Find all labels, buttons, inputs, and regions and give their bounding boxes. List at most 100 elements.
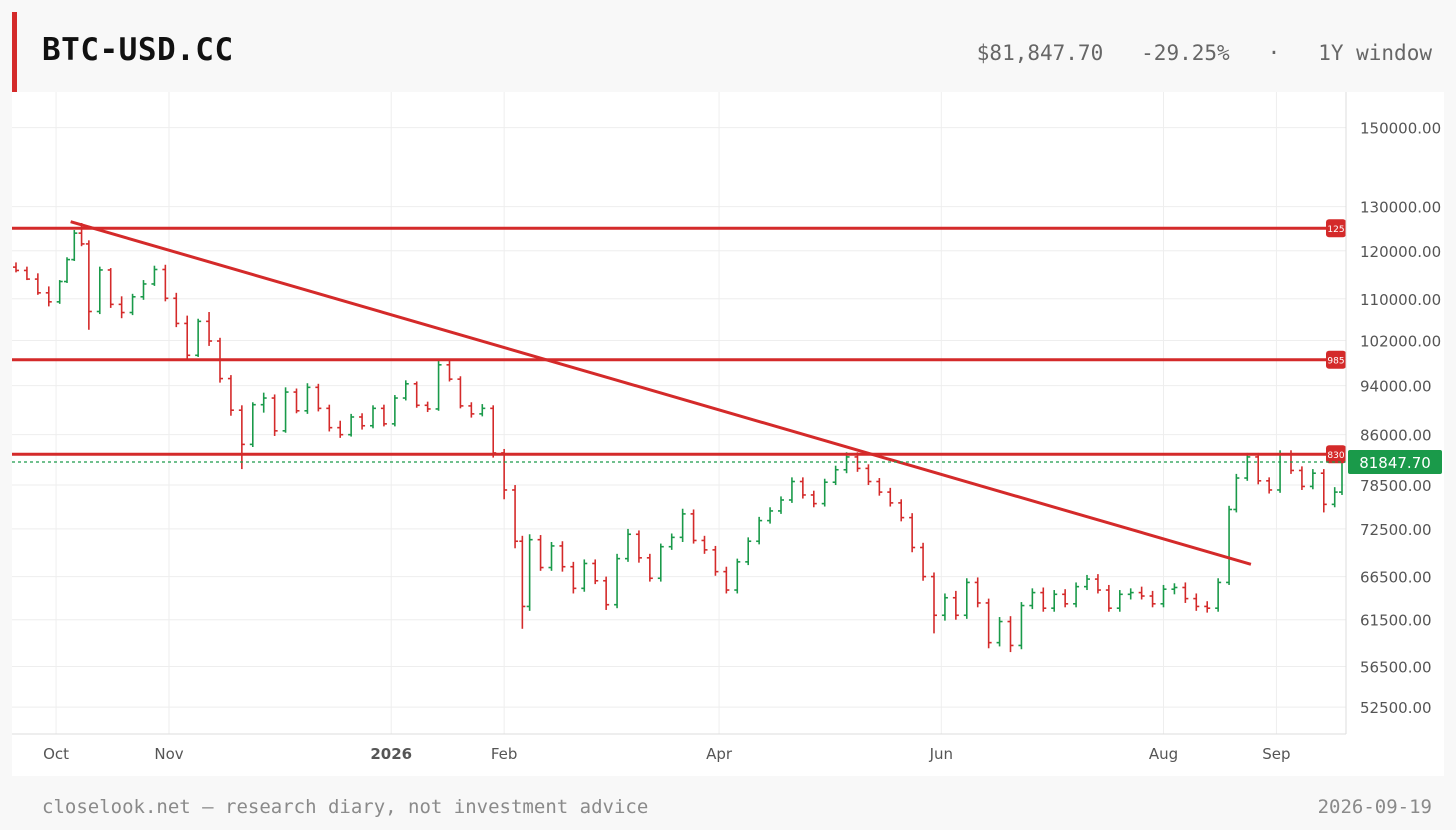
ohlc-bar (734, 558, 741, 594)
y-tick-label: 66500.00 (1360, 569, 1432, 587)
last-price: $81,847.70 (976, 41, 1104, 65)
ohlc-bar (96, 266, 103, 315)
x-tick-label: Feb (491, 745, 518, 763)
ohlc-bar (625, 528, 631, 562)
ohlc-bar (1073, 582, 1080, 608)
ohlc-bar (370, 405, 376, 429)
ohlc-bar (526, 534, 533, 611)
y-tick-label: 61500.00 (1360, 612, 1432, 630)
ohlc-bar (679, 508, 686, 543)
x-tick-label: Jun (929, 745, 953, 763)
ohlc-bar (1320, 469, 1327, 513)
horizontal-levels: 125 985 830 (12, 219, 1346, 464)
ohlc-bar (1029, 588, 1036, 610)
ohlc-bar (963, 578, 970, 619)
ohlc-bar (1062, 589, 1069, 608)
x-tick-label: Sep (1262, 745, 1290, 763)
ohlc-bar (206, 312, 213, 346)
ohlc-bar (1084, 574, 1090, 591)
ohlc-bar (799, 477, 806, 499)
ohlc-bar (1127, 588, 1134, 600)
x-tick-label: Aug (1149, 745, 1178, 763)
ohlc-bar (446, 360, 453, 382)
ohlc-bar (424, 401, 431, 413)
grid-lines (12, 92, 1346, 734)
ohlc-bar (767, 507, 774, 524)
ohlc-bar (1051, 590, 1058, 612)
ohlc-bar (941, 593, 948, 621)
ohlc-bar (1309, 469, 1316, 490)
ohlc-bar (227, 375, 234, 416)
ohlc-bar (238, 405, 245, 470)
ohlc-chart[interactable]: 125 985 830 150000.00 130000.00 120000.00 110… (12, 92, 1444, 776)
ohlc-bar (1138, 586, 1145, 600)
footer-date: 2026-09-19 (1317, 796, 1432, 818)
ohlc-bar (413, 381, 420, 408)
ohlc-bar (974, 577, 981, 608)
ohlc-bar (348, 413, 355, 437)
ohlc-bar (920, 542, 927, 581)
ohlc-bar (756, 516, 763, 545)
level-label: 125 (1327, 225, 1344, 235)
ohlc-bar (64, 257, 70, 283)
level-tag (1326, 445, 1346, 464)
ohlc-bar (337, 420, 344, 438)
ohlc-bar (614, 553, 621, 609)
ohlc-bar (810, 490, 817, 508)
level-tag (1326, 219, 1346, 238)
summary-separator: · (1267, 41, 1281, 65)
ohlc-bar (293, 388, 300, 414)
x-tick-label: 2026 (370, 745, 412, 763)
ohlc-bar (570, 561, 577, 594)
ohlc-bar (1339, 458, 1345, 495)
y-tick-label: 72500.00 (1360, 521, 1432, 539)
price-change: -29.25% (1141, 41, 1230, 65)
ohlc-bar (690, 509, 697, 544)
ohlc-bar (646, 553, 653, 582)
ohlc-bar (723, 566, 730, 594)
ohlc-bar (391, 395, 398, 427)
ohlc-bar (712, 545, 719, 576)
ohlc-bar (1277, 450, 1284, 493)
ohlc-bar (876, 478, 883, 496)
y-tick-label: 86000.00 (1360, 427, 1432, 445)
ohlc-bar (490, 405, 497, 458)
ohlc-bar (468, 402, 475, 418)
ohlc-bar (603, 576, 610, 610)
y-tick-label: 150000.00 (1360, 120, 1441, 138)
ohlc-bar (71, 230, 78, 261)
ohlc-bar (745, 537, 752, 566)
y-tick-label: 102000.00 (1360, 332, 1441, 350)
y-tick-label: 56500.00 (1360, 659, 1432, 677)
ohlc-bar (1040, 587, 1047, 612)
ohlc-bar (1094, 574, 1101, 594)
ohlc-bar (118, 296, 125, 319)
y-tick-label: 120000.00 (1360, 243, 1441, 261)
ohlc-bar (821, 478, 828, 507)
last-price-tag (1348, 449, 1442, 474)
chart-panel[interactable]: 125 985 830 150000.00 130000.00 120000.00 110… (12, 92, 1444, 776)
ohlc-bar (592, 559, 599, 585)
ohlc-bar (519, 535, 526, 629)
ohlc-bar (402, 380, 409, 401)
ohlc-bar (985, 598, 992, 649)
ohlc-bars (13, 222, 1345, 653)
ohlc-bar (435, 360, 442, 411)
trendline-layer (12, 220, 1346, 566)
y-tick-label: 110000.00 (1360, 291, 1441, 309)
ohlc-bar (184, 315, 191, 359)
x-tick-label: Apr (706, 745, 733, 763)
ohlc-bar (151, 265, 158, 286)
y-tick-label: 130000.00 (1360, 199, 1441, 217)
ohlc-bar (1266, 477, 1273, 494)
ohlc-bar (1255, 452, 1262, 485)
ohlc-bar (996, 617, 1003, 647)
ticker-symbol: BTC-USD.CC (42, 32, 234, 68)
ohlc-bar (359, 413, 366, 430)
price-summary: $81,847.70 -29.25% · 1Y window (977, 41, 1432, 65)
ohlc-bar (1204, 601, 1211, 613)
ohlc-bar (1171, 583, 1178, 595)
time-window: 1Y window (1318, 41, 1432, 65)
header-accent-bar (12, 12, 17, 92)
ohlc-bar (1105, 584, 1112, 612)
